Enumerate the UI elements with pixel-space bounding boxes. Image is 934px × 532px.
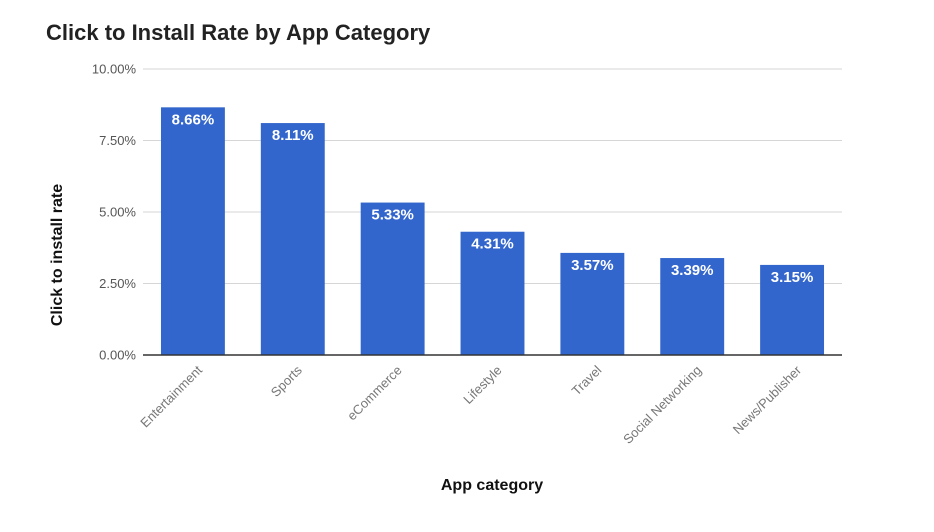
x-tick-label: Travel (569, 362, 605, 398)
bar-data-label: 3.57% (571, 257, 614, 274)
bar (360, 202, 425, 355)
y-axis-title: Click to install rate (49, 184, 66, 326)
chart-title: Click to Install Rate by App Category (46, 20, 431, 45)
y-tick-label: 2.50% (99, 276, 136, 291)
bar-data-label: 5.33% (371, 207, 414, 224)
y-tick-label: 10.00% (92, 62, 137, 77)
y-axis-ticks: 0.00% 2.50% 5.00% 7.50% 10.00% (92, 62, 137, 363)
bar-data-label: 8.11% (272, 127, 314, 144)
x-tick-label: Social Networking (620, 363, 704, 447)
bar (560, 252, 625, 355)
x-tick-label: Lifestyle (460, 363, 504, 407)
bar (760, 264, 825, 355)
y-tick-label: 0.00% (99, 348, 136, 363)
y-tick-label: 5.00% (99, 205, 136, 220)
bar (460, 231, 525, 355)
bar-data-label: 8.66% (172, 111, 215, 128)
bar (160, 107, 225, 355)
x-tick-label: Entertainment (137, 362, 205, 430)
y-tick-label: 7.50% (99, 133, 136, 148)
x-axis-title: App category (441, 477, 543, 494)
bar-data-label: 3.15% (771, 269, 814, 286)
bar (260, 123, 325, 355)
bar-data-label: 3.39% (671, 262, 714, 279)
x-tick-label: eCommerce (344, 363, 405, 424)
x-axis-ticks: Entertainment Sports eCommerce Lifestyle Tra… (137, 362, 804, 447)
bar-data-label: 4.31% (471, 236, 514, 253)
x-tick-label: Sports (268, 362, 306, 400)
bars: 8.66% 8.11% 5.33% 4.31% 3.57% 3.39% 3.15% (143, 107, 842, 356)
bar (660, 258, 725, 355)
x-tick-label: News/Publisher (730, 362, 805, 437)
